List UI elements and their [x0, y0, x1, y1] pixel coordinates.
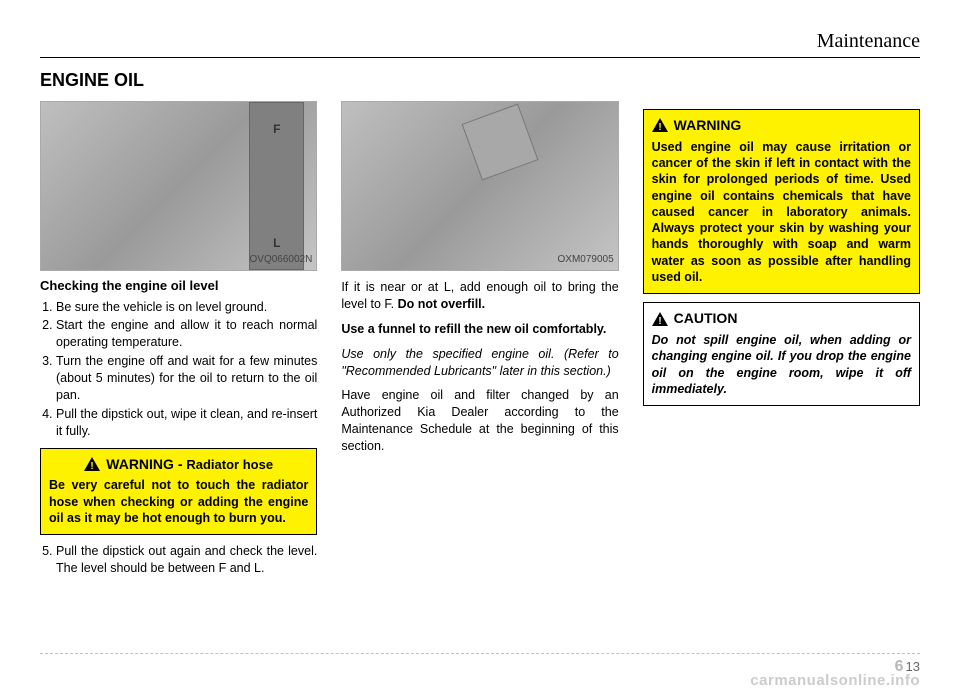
warning-head-text: WARNING - Radiator hose — [106, 455, 273, 474]
warning-used-oil: ! WARNING Used engine oil may cause irri… — [643, 109, 920, 294]
step-item: Turn the engine off and wait for a few m… — [56, 353, 317, 404]
svg-text:!: ! — [658, 316, 661, 326]
column-1: F L OVQ066002N Checking the engine oil l… — [40, 101, 317, 585]
chapter-title: Maintenance — [40, 30, 920, 53]
warning-triangle-icon: ! — [652, 118, 668, 132]
warning-head-text: WARNING — [674, 116, 742, 135]
step-item: Be sure the vehicle is on level ground. — [56, 299, 317, 316]
caution-body: Do not spill engine oil, when adding or … — [652, 332, 911, 397]
warning-body: Be very careful not to touch the radiato… — [49, 477, 308, 526]
step-item: Pull the dipstick out, wipe it clean, an… — [56, 406, 317, 440]
caution-spill: ! CAUTION Do not spill engine oil, when … — [643, 302, 920, 406]
steps-list-a: Be sure the vehicle is on level ground. … — [40, 299, 317, 440]
para-funnel: Use a funnel to refill the new oil comfo… — [341, 321, 618, 338]
para-specified-oil: Use only the specified engine oil. (Refe… — [341, 346, 618, 380]
page-title: ENGINE OIL — [40, 70, 920, 91]
caution-head: ! CAUTION — [652, 309, 911, 328]
figure-pour-oil: OXM079005 — [341, 101, 618, 271]
warning-body: Used engine oil may cause irritation or … — [652, 139, 911, 285]
caution-head-text: CAUTION — [674, 309, 738, 328]
caution-triangle-icon: ! — [652, 312, 668, 326]
subhead-checking: Checking the engine oil level — [40, 277, 317, 295]
steps-list-b: Pull the dipstick out again and check th… — [40, 543, 317, 577]
figure-label: OXM079005 — [558, 253, 614, 267]
warning-radiator: ! WARNING - Radiator hose Be very carefu… — [40, 448, 317, 536]
watermark: carmanualsonline.info — [750, 672, 920, 689]
dipstick-inset: F L — [249, 102, 304, 270]
step-item: Start the engine and allow it to reach n… — [56, 317, 317, 351]
step-item: Pull the dipstick out again and check th… — [56, 543, 317, 577]
warning-triangle-icon: ! — [84, 457, 100, 471]
warning-head: ! WARNING - Radiator hose — [49, 455, 308, 474]
svg-text:!: ! — [91, 461, 94, 471]
top-divider — [40, 57, 920, 58]
figure-label: OVQ066002N — [250, 253, 313, 267]
oil-container-shape — [462, 104, 539, 181]
column-3: ! WARNING Used engine oil may cause irri… — [643, 101, 920, 585]
figure-dipstick: F L OVQ066002N — [40, 101, 317, 271]
content-columns: F L OVQ066002N Checking the engine oil l… — [40, 101, 920, 585]
para-level: If it is near or at L, add enough oil to… — [341, 279, 618, 313]
warning-head: ! WARNING — [652, 116, 911, 135]
dipstick-mark-l: L — [273, 235, 280, 251]
para-dealer: Have engine oil and filter changed by an… — [341, 387, 618, 455]
dipstick-mark-f: F — [273, 121, 280, 137]
svg-text:!: ! — [658, 122, 661, 132]
column-2: OXM079005 If it is near or at L, add eno… — [341, 101, 618, 585]
